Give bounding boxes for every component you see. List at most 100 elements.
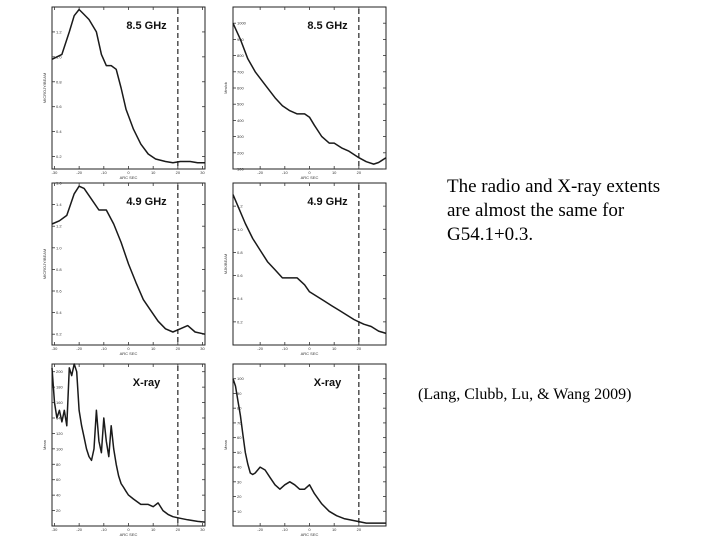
plot-frame xyxy=(51,6,206,170)
x-tick-label: 10 xyxy=(332,170,337,175)
y-tick-label: 100 xyxy=(237,376,244,381)
y-tick-label: 200 xyxy=(56,369,63,374)
profile-chart-xray-left: 20 40 60 80 100 120 140 160 180 200 -30 -20 -10 0 10 20… xyxy=(42,363,206,537)
y-tick-label: 500 xyxy=(237,102,244,107)
chart-panel-3: 0.2 0.4 0.6 0.8 1.0 1.2 1.4 1.6 -30 -20 -10 0 10 20 30… xyxy=(42,181,206,357)
y-tick-label: 1.4 xyxy=(56,202,62,207)
x-tick-label: -10 xyxy=(101,170,108,175)
x-tick-label: 10 xyxy=(151,527,156,532)
y-tick-label: 40 xyxy=(237,465,242,470)
y-tick-label: 0.6 xyxy=(56,289,62,294)
chart-panel-6: 10 20 30 40 50 60 70 80 90 100 -20 -10 0 10 20 ARC SEC M… xyxy=(223,363,387,537)
x-tick-label: 10 xyxy=(151,170,156,175)
y-tick-label: 800 xyxy=(237,53,244,58)
y-tick-label: 1.2 xyxy=(56,29,62,34)
x-tick-label: -10 xyxy=(101,346,108,351)
y-tick-label: 60 xyxy=(237,435,242,440)
x-tick-label: 0 xyxy=(308,527,311,532)
plot-frame xyxy=(51,363,206,527)
y-axis-label: MICROJY/BEAM xyxy=(42,73,47,103)
panel-title: X-ray xyxy=(314,377,342,389)
y-tick-label: 0.8 xyxy=(237,250,243,255)
y-tick-label: 80 xyxy=(56,462,61,467)
series-line xyxy=(232,194,387,335)
y-tick-label: 0.4 xyxy=(237,296,243,301)
x-tick-label: 20 xyxy=(357,346,362,351)
x-tick-label: 20 xyxy=(176,527,181,532)
y-tick-label: 0.2 xyxy=(56,332,62,337)
y-tick-label: 0.8 xyxy=(56,79,62,84)
panel-title: 4.9 GHz xyxy=(126,196,167,208)
y-tick-label: 0.6 xyxy=(56,104,62,109)
y-tick-label: 10 xyxy=(237,509,242,514)
y-tick-label: 180 xyxy=(56,385,63,390)
x-tick-label: 0 xyxy=(308,170,311,175)
x-axis-label: ARC SEC xyxy=(120,351,138,356)
x-tick-label: -20 xyxy=(76,170,83,175)
x-tick-label: -10 xyxy=(282,346,289,351)
x-tick-label: -20 xyxy=(257,170,264,175)
y-tick-label: 120 xyxy=(56,431,63,436)
y-tick-label: 300 xyxy=(237,134,244,139)
y-tick-label: 20 xyxy=(237,494,242,499)
y-tick-label: 100 xyxy=(56,446,63,451)
plot-frame xyxy=(232,363,387,527)
caption-text: The radio and X-ray extents are almost t… xyxy=(447,176,661,245)
y-axis-label: Mean xyxy=(223,440,228,450)
y-tick-label: 140 xyxy=(56,416,63,421)
x-tick-label: 30 xyxy=(200,527,205,532)
series-line xyxy=(51,185,206,335)
y-tick-label: 30 xyxy=(237,479,242,484)
citation-text: (Lang, Clubb, Lu, & Wang 2009) xyxy=(418,386,632,403)
x-axis-label: ARC SEC xyxy=(120,532,138,537)
y-tick-label: 1000 xyxy=(237,21,247,26)
x-tick-label: 20 xyxy=(176,346,181,351)
x-tick-label: 30 xyxy=(200,346,205,351)
panel-title: 8.5 GHz xyxy=(126,20,167,32)
x-tick-label: 10 xyxy=(151,346,156,351)
y-axis-label: Mm/ck xyxy=(223,82,228,94)
x-tick-label: -20 xyxy=(76,346,83,351)
x-tick-label: 20 xyxy=(176,170,181,175)
x-tick-label: -10 xyxy=(282,527,289,532)
plot-frame xyxy=(232,6,387,170)
y-tick-label: 1.2 xyxy=(237,204,243,209)
series-line xyxy=(232,22,387,165)
x-tick-label: 30 xyxy=(200,170,205,175)
x-tick-label: -20 xyxy=(257,527,264,532)
x-tick-label: -10 xyxy=(282,170,289,175)
chart-panel-1: 0.2 0.4 0.6 0.8 1.0 1.2 -30 -20 -10 0 10 20 30 ARC SE… xyxy=(42,6,206,180)
y-tick-label: 40 xyxy=(56,493,61,498)
x-axis-label: ARC SEC xyxy=(301,175,319,180)
y-tick-label: 0.2 xyxy=(56,154,62,159)
y-tick-label: 0.4 xyxy=(56,129,62,134)
y-axis-label: Mean xyxy=(42,440,47,450)
y-tick-label: 400 xyxy=(237,118,244,123)
y-tick-label: 100 xyxy=(237,167,244,172)
y-tick-label: 160 xyxy=(56,400,63,405)
series-line xyxy=(51,363,206,523)
x-tick-label: 0 xyxy=(127,170,130,175)
series-line xyxy=(232,378,386,524)
y-tick-label: 1.0 xyxy=(56,54,62,59)
y-tick-label: 90 xyxy=(237,391,242,396)
y-tick-label: 1.0 xyxy=(56,245,62,250)
x-tick-label: -20 xyxy=(257,346,264,351)
y-axis-label: MJK/BEAM xyxy=(223,254,228,274)
profile-chart-4.9ghz-left: 0.2 0.4 0.6 0.8 1.0 1.2 1.4 1.6 -30 -20 -10 0 10 20 30… xyxy=(42,181,206,357)
profile-chart-8.5ghz-left: 0.2 0.4 0.6 0.8 1.0 1.2 -30 -20 -10 0 10 20 30 ARC SE… xyxy=(42,6,206,180)
x-tick-label: -30 xyxy=(52,170,59,175)
y-tick-label: 200 xyxy=(237,150,244,155)
chart-panel-4: 0.2 0.4 0.6 0.8 1.0 1.2 -20 -10 0 10 20 ARC SEC MJK/… xyxy=(223,182,387,356)
x-tick-label: 0 xyxy=(308,346,311,351)
x-tick-label: -30 xyxy=(52,346,59,351)
y-axis-label: MICROJY/BEAM xyxy=(42,249,47,279)
x-tick-label: 10 xyxy=(332,527,337,532)
panel-title: X-ray xyxy=(133,377,161,389)
y-tick-label: 50 xyxy=(237,450,242,455)
y-tick-label: 1.6 xyxy=(56,181,62,186)
y-tick-label: 700 xyxy=(237,69,244,74)
y-tick-label: 60 xyxy=(56,477,61,482)
